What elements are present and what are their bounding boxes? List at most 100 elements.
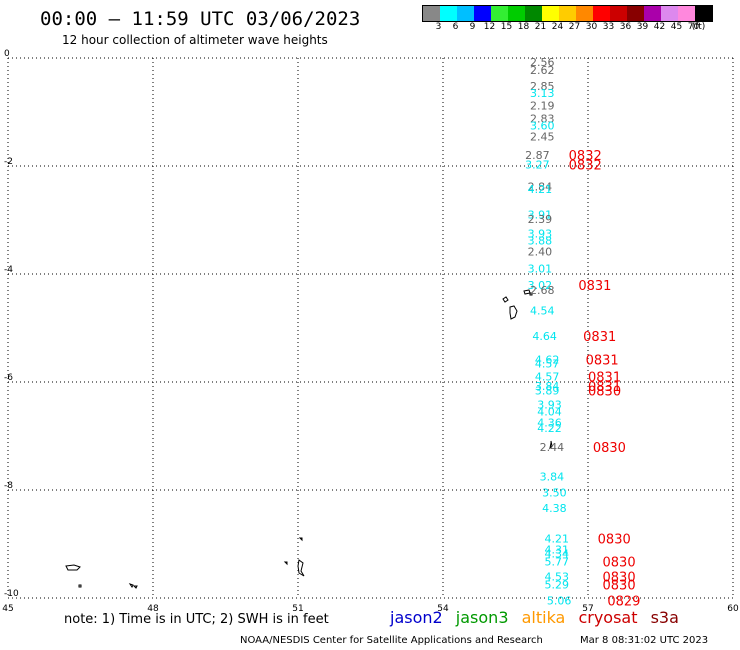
y-tick-label: -6 [4, 373, 13, 383]
wave-height-value: 4.21 [545, 533, 570, 546]
wave-height-value: 3.93 [537, 399, 562, 412]
scale-swatch [457, 6, 474, 21]
pass-time-label: 0831 [588, 380, 621, 395]
x-tick-label: 45 [2, 604, 13, 614]
island-providence [283, 537, 303, 566]
scale-label: 6 [452, 22, 459, 32]
footer-timestamp: Mar 8 08:31:02 UTC 2023 [580, 635, 709, 646]
wave-height-value: 2.40 [528, 245, 553, 258]
scale-label: 12 [483, 22, 496, 32]
wave-height-value: 4.57 [535, 371, 560, 384]
scale-label: (ft) [691, 22, 706, 32]
wave-height-value: 3.27 [525, 158, 550, 171]
pass-time-label: 0830 [588, 385, 621, 400]
scale-label: 18 [517, 22, 530, 32]
wave-height-value: 4.54 [530, 305, 555, 318]
scale-label: 39 [636, 22, 649, 32]
wave-height-value: 2.84 [528, 181, 553, 194]
legend-jason3: jason3 [455, 608, 509, 627]
scale-label: 15 [500, 22, 513, 32]
scale-swatch [644, 6, 661, 21]
pass-time-label: 0830 [598, 533, 631, 548]
x-tick-label: 48 [147, 604, 159, 614]
wave-height-value: 2.83 [530, 112, 555, 125]
wave-height-value: 5.06 [547, 595, 572, 608]
island-mahe [502, 296, 509, 303]
legend-altika: altika [521, 608, 566, 627]
y-tick-label: -4 [4, 265, 13, 275]
scale-swatch [627, 6, 644, 21]
scale-label: 36 [619, 22, 632, 32]
scale-label: 3 [435, 22, 442, 32]
pass-time-label: 0831 [578, 279, 611, 294]
wave-height-value: 3.60 [530, 120, 555, 133]
x-tick-label: 51 [292, 604, 303, 614]
y-tick-label: -2 [4, 157, 13, 167]
island-farquhar [297, 559, 305, 577]
wave-height-value: 2.56 [530, 56, 555, 69]
wave-height-value: 4.36 [537, 417, 562, 430]
x-tick-label: 54 [437, 604, 449, 614]
wave-height-value: 4.22 [537, 422, 562, 435]
wave-height-value: 3.01 [528, 263, 553, 276]
scale-label: 70 [687, 22, 700, 32]
y-tick-label: -8 [4, 481, 13, 491]
scale-swatch [559, 6, 576, 21]
wave-height-value: 2.44 [540, 441, 565, 454]
x-tick-label: 57 [582, 604, 593, 614]
pass-time-label: 0830 [603, 570, 636, 585]
scale-swatch [491, 6, 508, 21]
island-praslin [523, 289, 533, 296]
scale-label: 24 [551, 22, 564, 32]
scale-label: 27 [568, 22, 581, 32]
scale-swatch [678, 6, 695, 21]
wave-height-observations: 2.562.62 2.853.132.192.833.602.45 2.873.27… [525, 56, 571, 608]
wave-height-value: 4.57 [535, 358, 560, 371]
wave-height-value: 2.62 [530, 64, 555, 77]
wave-height-value: 4.34 [545, 548, 570, 561]
scale-swatch [508, 6, 525, 21]
y-tick-label: -10 [4, 589, 19, 599]
x-tick-label: 60 [727, 604, 739, 614]
island-cosmoledo [78, 584, 82, 588]
wave-height-value: 3.50 [542, 487, 567, 500]
wave-height-value: 5.29 [545, 579, 570, 592]
scale-swatch [440, 6, 457, 21]
units-note: note: 1) Time is in UTC; 2) SWH is in fe… [64, 612, 329, 627]
pass-time-label: 0831 [586, 353, 619, 368]
wave-height-value: 3.88 [528, 235, 553, 248]
pass-time-label: 0831 [588, 371, 621, 386]
scale-swatch [610, 6, 627, 21]
island-aldabra [65, 564, 81, 571]
footer-credit: NOAA/NESDIS Center for Satellite Applica… [240, 635, 543, 646]
pass-time-label: 0832 [569, 158, 602, 173]
scale-label: 33 [602, 22, 615, 32]
wave-height-value: 2.19 [530, 100, 555, 113]
map-title: 00:00 – 11:59 UTC 03/06/2023 [40, 8, 361, 30]
wave-height-value: 4.38 [542, 502, 567, 515]
wave-height-value: 3.89 [535, 385, 560, 398]
scale-swatch [423, 6, 440, 21]
pass-time-label: 0832 [569, 149, 602, 164]
scale-swatch [542, 6, 559, 21]
scale-swatch [695, 6, 712, 21]
map-subtitle: 12 hour collection of altimeter wave hei… [62, 33, 328, 47]
wave-height-value: 2.87 [525, 149, 550, 162]
lat-lon-grid [7, 57, 734, 599]
island-outlines [65, 289, 553, 589]
y-tick-label: 0 [4, 49, 10, 59]
scale-swatch [576, 6, 593, 21]
scale-swatch [525, 6, 542, 21]
wave-height-value: 3.93 [528, 228, 553, 241]
wave-height-value: 2.68 [530, 284, 555, 297]
scale-label: 45 [670, 22, 683, 32]
wave-height-color-scale [422, 5, 713, 22]
island-silhouette [509, 305, 518, 320]
legend-jason2: jason2 [390, 608, 443, 627]
pass-time-label: 0830 [603, 579, 636, 594]
pass-time-labels: 0832083208310831083108310831083008300830… [569, 149, 641, 610]
scale-swatch [593, 6, 610, 21]
pass-time-label: 0831 [583, 330, 616, 345]
wave-height-value: 3.02 [528, 279, 553, 292]
wave-height-value: 4.04 [537, 406, 562, 419]
